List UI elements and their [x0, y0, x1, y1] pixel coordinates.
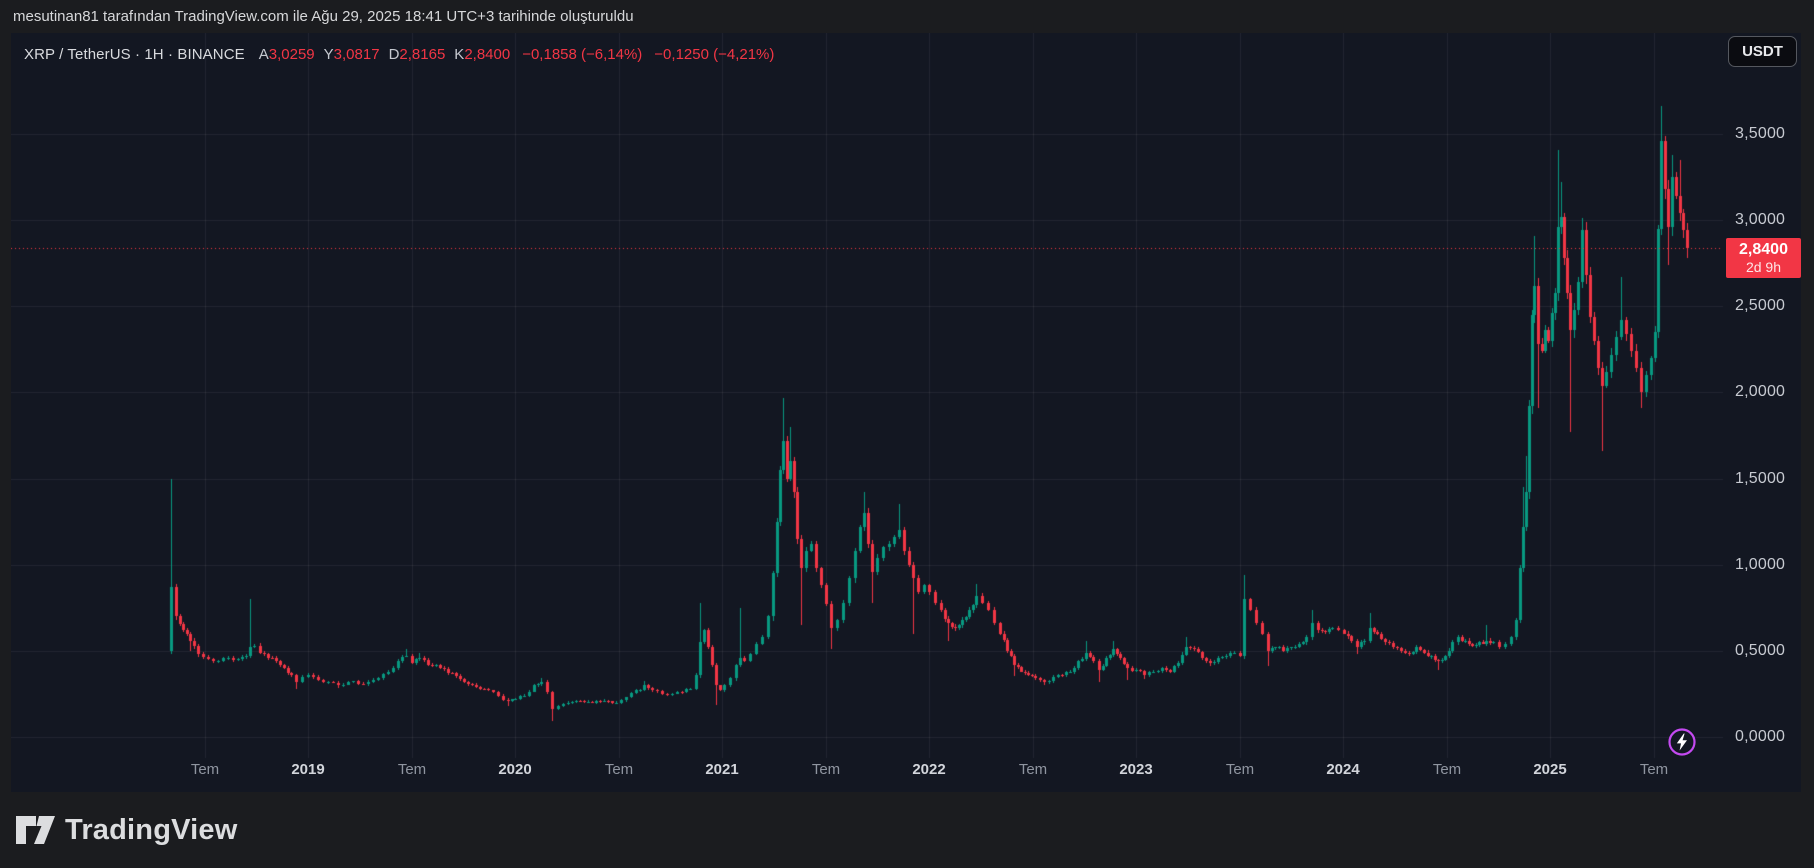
- time-tick-year: 2024: [1326, 761, 1360, 778]
- tradingview-logo-icon: [16, 816, 55, 844]
- time-tick-month: Tem: [1225, 761, 1255, 778]
- time-tick-month: Tem: [604, 761, 634, 778]
- change-absolute: −0,1858 (−6,14%): [522, 45, 643, 63]
- tradingview-wordmark: TradingView: [65, 813, 238, 846]
- tradingview-logo[interactable]: TradingView: [15, 814, 238, 847]
- time-tick-month: Tem: [811, 761, 841, 778]
- time-tick-month: Tem: [1018, 761, 1048, 778]
- price-tick-label: 0,5000: [1735, 641, 1786, 659]
- time-tick-month: Tem: [190, 761, 220, 778]
- time-tick-month: Tem: [1639, 761, 1669, 778]
- price-tick-label: 3,5000: [1735, 125, 1786, 142]
- lightning-flash-icon[interactable]: [1667, 727, 1697, 757]
- symbol-header: XRP / TetherUS · 1H · BINANCE A 3,0259 Y 3,…: [24, 43, 774, 65]
- ohlc-letter: D: [388, 45, 400, 63]
- time-tick-year: 2021: [705, 761, 739, 778]
- ohlc-letter: Y: [323, 45, 334, 63]
- ohlc-item: K 2,8400: [454, 46, 510, 63]
- time-tick-year: 2022: [912, 761, 946, 778]
- ohlc-value: 3,0817: [333, 45, 380, 63]
- symbol-title: XRP / TetherUS · 1H · BINANCE: [24, 45, 245, 63]
- time-tick-month: Tem: [1432, 761, 1462, 778]
- time-tick-year: 2020: [498, 761, 532, 778]
- ohlc-item: Y 3,0817: [324, 46, 380, 63]
- time-tick-year: 2023: [1119, 761, 1153, 778]
- footer-bar: TradingView: [0, 792, 1814, 868]
- ohlc-value: 3,0259: [268, 45, 315, 63]
- ohlc-letter: A: [258, 45, 269, 63]
- price-tick-label: 0,0000: [1735, 728, 1786, 745]
- last-price-badge[interactable]: 2,8400 2d 9h: [1726, 237, 1801, 278]
- price-tick-label: 2,5000: [1735, 297, 1786, 315]
- price-tick-label: 1,5000: [1735, 469, 1786, 487]
- ohlc-letter: K: [454, 45, 465, 63]
- time-tick-month: Tem: [397, 761, 427, 778]
- change-percent: −0,1250 (−4,21%): [654, 45, 775, 63]
- last-price-value: 2,8400: [1739, 240, 1788, 258]
- ohlc-item: A 3,0259: [259, 46, 315, 63]
- attribution-text: mesutinan81 tarafından TradingView.com i…: [13, 8, 634, 25]
- ohlc-value: 2,8165: [399, 45, 446, 63]
- price-changes: −0,1858 (−6,14%) −0,1250 (−4,21%): [522, 46, 774, 63]
- price-tick-label: 2,0000: [1735, 383, 1786, 401]
- currency-toggle-button[interactable]: USDT: [1728, 36, 1797, 67]
- chart-panel: XRP / TetherUS · 1H · BINANCE A 3,0259 Y 3,…: [11, 33, 1801, 792]
- ohlc-item: D 2,8165: [389, 46, 446, 63]
- attribution-bar: mesutinan81 tarafından TradingView.com i…: [0, 0, 1814, 33]
- ohlc-value: 2,8400: [464, 45, 511, 63]
- ohlc-values: A 3,0259 Y 3,0817 D 2,8165 K 2,8400: [259, 46, 510, 63]
- candlestick-chart-canvas[interactable]: [11, 33, 1801, 792]
- price-tick-label: 3,0000: [1735, 211, 1786, 229]
- time-tick-year: 2019: [291, 761, 325, 778]
- price-tick-label: 1,0000: [1735, 555, 1786, 573]
- bar-countdown: 2d 9h: [1745, 258, 1782, 275]
- time-tick-year: 2025: [1533, 761, 1567, 778]
